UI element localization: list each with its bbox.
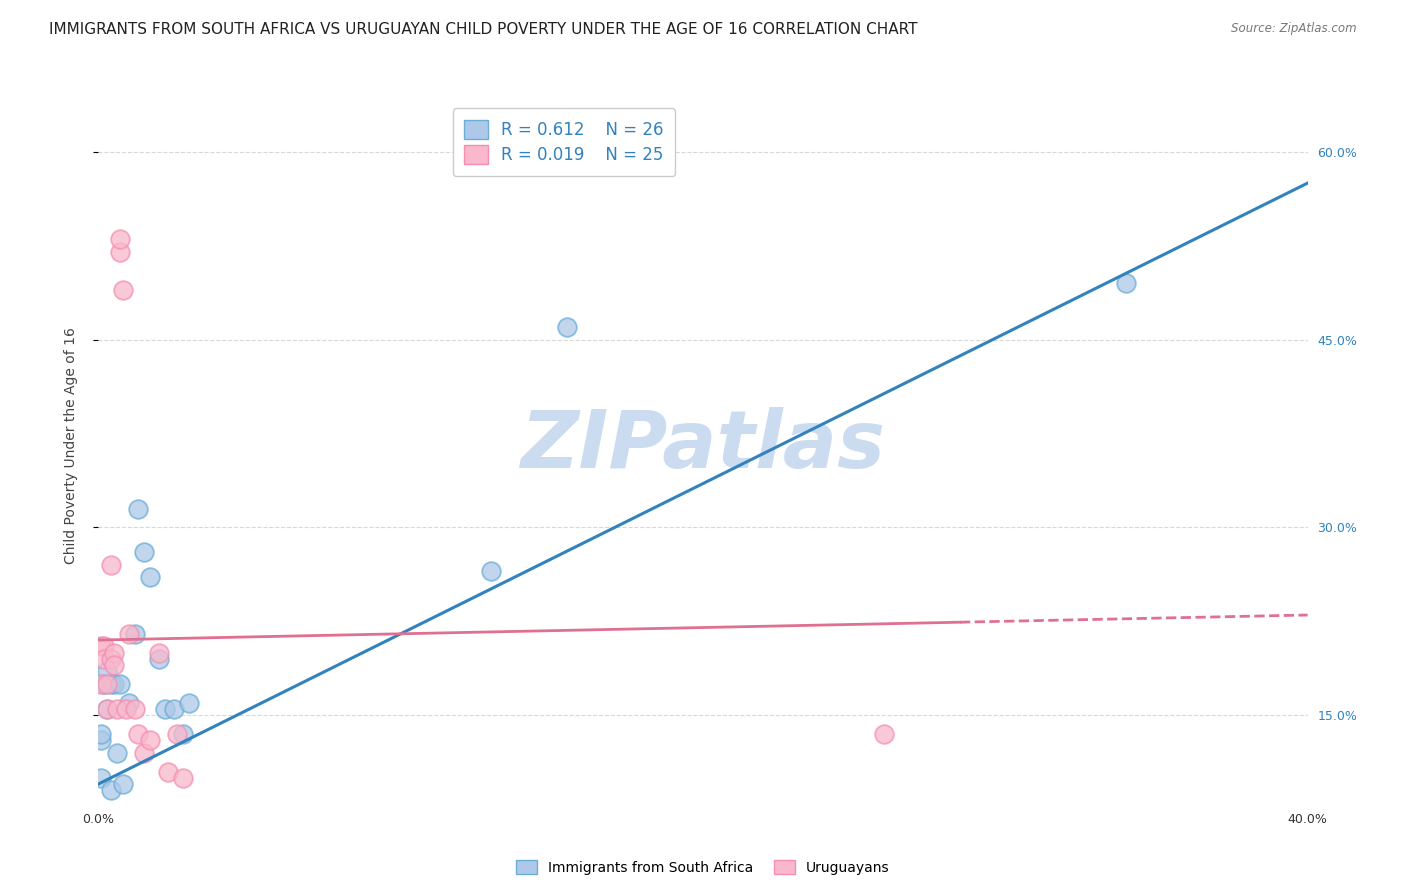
Point [108,677,131,691]
Point [100,558,122,572]
Point [118,696,141,710]
Point [90,640,112,654]
Point [103,677,125,691]
Y-axis label: Child Poverty Under the Age of 16: Child Poverty Under the Age of 16 [63,327,77,565]
Point [90,727,112,741]
Point [132,545,155,559]
Point [111,777,134,791]
Point [481,564,503,578]
Point [555,320,578,334]
Point [1115,277,1137,291]
Point [139,570,162,584]
Legend: Immigrants from South Africa, Uruguayans: Immigrants from South Africa, Uruguayans [510,855,896,880]
Point [96,702,118,716]
Point [93,677,115,691]
Point [100,652,122,666]
Point [139,733,162,747]
Point [153,702,176,716]
Point [118,627,141,641]
Point [124,627,146,641]
Point [148,652,170,666]
Point [90,677,112,691]
Point [93,640,115,654]
Point [114,702,136,716]
Point [172,771,194,785]
Point [96,677,118,691]
Point [124,702,146,716]
Point [96,665,118,679]
Point [873,727,896,741]
Text: Source: ZipAtlas.com: Source: ZipAtlas.com [1232,22,1357,36]
Point [96,702,118,716]
Point [166,727,188,741]
Point [93,677,115,691]
Text: ZIPatlas: ZIPatlas [520,407,886,485]
Point [148,646,170,660]
Point [172,727,194,741]
Point [163,702,186,716]
Legend: R = 0.612    N = 26, R = 0.019    N = 25: R = 0.612 N = 26, R = 0.019 N = 25 [453,108,675,176]
Point [108,232,131,246]
Point [111,283,134,297]
Point [93,652,115,666]
Point [132,746,155,760]
Text: IMMIGRANTS FROM SOUTH AFRICA VS URUGUAYAN CHILD POVERTY UNDER THE AGE OF 16 CORR: IMMIGRANTS FROM SOUTH AFRICA VS URUGUAYA… [49,22,918,37]
Point [127,727,149,741]
Point [100,677,122,691]
Point [100,783,122,797]
Point [105,746,128,760]
Point [179,696,201,710]
Point [156,764,179,779]
Point [90,733,112,747]
Point [127,501,149,516]
Point [105,702,128,716]
Point [108,244,131,259]
Point [103,658,125,673]
Point [103,646,125,660]
Point [90,771,112,785]
